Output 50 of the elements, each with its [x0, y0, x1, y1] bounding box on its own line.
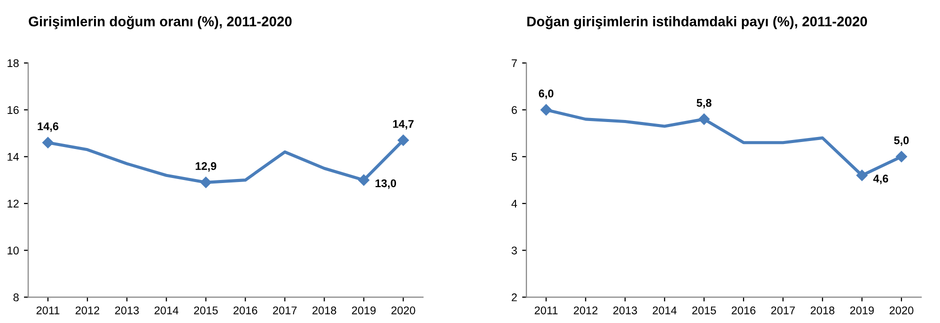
chart-title: Girişimlerin doğum oranı (%), 2011-2020 [28, 16, 292, 30]
x-tick-label: 2015 [194, 306, 218, 314]
data-label: 4,6 [873, 174, 888, 184]
y-tick-label: 16 [8, 106, 19, 114]
y-tick-label: 10 [8, 246, 19, 254]
point [200, 176, 212, 188]
data-label: 14,6 [38, 122, 58, 132]
y-tick-label: 2 [512, 293, 517, 302]
x-tick-label: 2015 [692, 306, 716, 314]
x-tick-label: 2020 [391, 306, 416, 314]
y-tick-label: 8 [13, 293, 19, 302]
y-tick-label: 18 [8, 59, 19, 68]
point [540, 104, 552, 116]
y-tick-label: 12 [8, 200, 19, 208]
y-tick-label: 7 [512, 59, 517, 68]
x-tick-label: 2017 [273, 306, 297, 314]
data-label: 5,8 [696, 98, 712, 108]
point [856, 170, 868, 181]
x-tick-label: 2012 [76, 306, 100, 314]
data-label: 13,0 [376, 179, 396, 189]
x-tick-label: 2016 [234, 306, 258, 314]
chart-title: Doğan girişimlerin istihdamdaki payı (%), 2011-2020 [527, 16, 868, 30]
point [42, 137, 54, 148]
data-label: 14,7 [393, 120, 414, 130]
x-tick-label: 2017 [771, 306, 795, 314]
y-tick-label: 3 [512, 246, 517, 254]
y-tick-label: 4 [511, 200, 518, 208]
point [358, 174, 370, 186]
point [896, 151, 908, 162]
y-tick-label: 5 [512, 153, 517, 161]
data-label: 12,9 [196, 162, 216, 172]
x-tick-label: 2018 [810, 306, 834, 314]
x-tick-label: 2014 [154, 306, 178, 314]
x-tick-label: 2014 [652, 306, 677, 314]
x-tick-label: 2013 [613, 306, 637, 314]
x-tick-label: 2012 [574, 306, 598, 314]
x-tick-label: 2016 [732, 306, 756, 314]
x-tick-label: 2018 [312, 306, 336, 314]
x-tick-label: 2020 [890, 306, 914, 314]
x-tick-label: 2019 [850, 306, 874, 314]
y-tick-label: 14 [8, 153, 19, 161]
x-tick-label: 2019 [352, 306, 376, 314]
x-tick-label: 2011 [534, 306, 558, 314]
data-label: 5,0 [894, 136, 909, 146]
x-tick-label: 2011 [36, 306, 60, 314]
x-tick-label: 2013 [115, 306, 139, 314]
y-tick-label: 6 [512, 106, 517, 114]
point [398, 134, 409, 146]
data-label: 6,0 [538, 90, 554, 100]
point [698, 114, 710, 125]
